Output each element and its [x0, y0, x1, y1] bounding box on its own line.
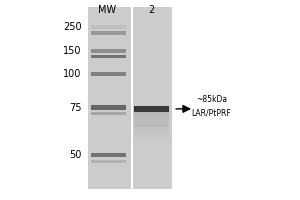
Bar [91, 72, 126, 76]
Bar [91, 55, 126, 58]
Bar [91, 25, 126, 29]
Bar [134, 142, 169, 143]
Bar [134, 130, 169, 131]
Bar [91, 31, 126, 35]
Bar [134, 134, 169, 135]
Text: 100: 100 [63, 69, 82, 79]
Bar [134, 123, 169, 124]
Bar [91, 105, 126, 110]
Bar [134, 141, 169, 142]
Bar [91, 112, 126, 115]
Text: 2: 2 [148, 5, 154, 15]
Bar [91, 160, 126, 163]
Bar [134, 121, 169, 123]
Text: 250: 250 [63, 22, 82, 32]
Bar [134, 106, 169, 112]
Bar [134, 120, 169, 121]
Text: MW: MW [98, 5, 116, 15]
Bar [134, 135, 169, 136]
Bar [134, 109, 169, 110]
Bar [91, 49, 126, 53]
Text: 75: 75 [69, 103, 82, 113]
Bar [88, 7, 172, 189]
Text: LAR/PtPRF: LAR/PtPRF [191, 108, 231, 117]
Bar [134, 112, 169, 113]
Bar [134, 125, 169, 127]
Text: 150: 150 [63, 46, 82, 56]
Bar [134, 128, 169, 130]
Text: ~85kDa: ~85kDa [196, 96, 227, 104]
Bar [134, 116, 169, 117]
Bar [134, 114, 169, 116]
Bar [134, 127, 169, 128]
Bar [134, 124, 169, 125]
Bar [134, 117, 169, 119]
Bar [134, 113, 169, 114]
Bar [134, 119, 169, 120]
Bar [134, 124, 169, 127]
Bar [134, 110, 169, 112]
Bar [134, 139, 169, 141]
Bar [91, 153, 126, 157]
Bar [131, 7, 133, 189]
Bar [134, 136, 169, 138]
Bar [134, 132, 169, 134]
Bar [134, 131, 169, 132]
Bar [134, 138, 169, 139]
Text: 50: 50 [69, 150, 82, 160]
